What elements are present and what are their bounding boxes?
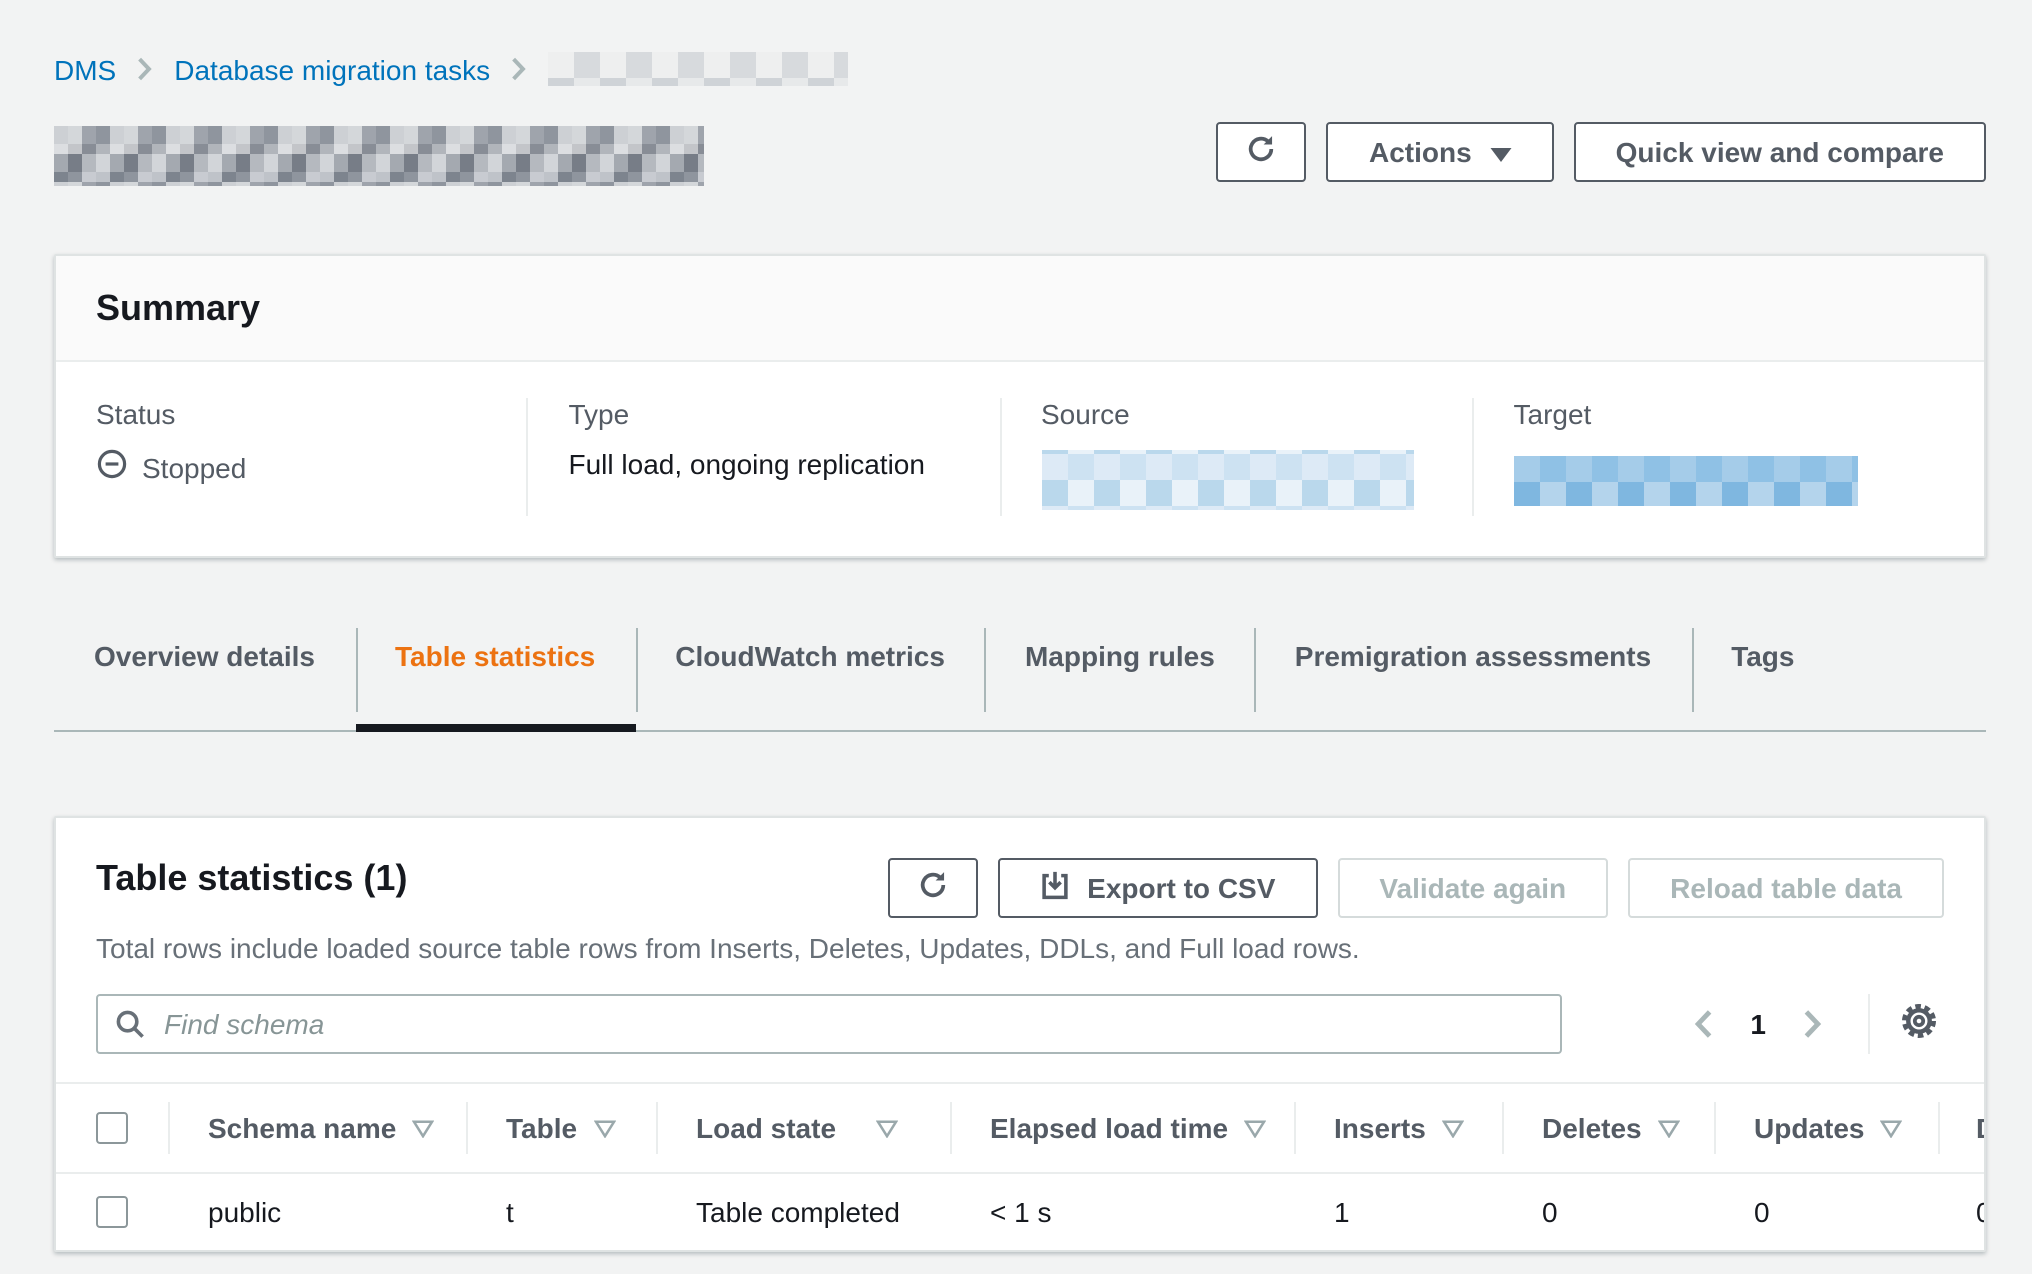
select-all-checkbox[interactable] bbox=[96, 1112, 128, 1144]
sort-icon bbox=[876, 1119, 898, 1137]
tab-bar: Overview details Table statistics CloudW… bbox=[54, 622, 1986, 732]
source-label: Source bbox=[1041, 398, 1130, 430]
column-header-deletes[interactable]: Deletes bbox=[1502, 1084, 1714, 1172]
column-header-table[interactable]: Table bbox=[466, 1084, 656, 1172]
download-icon bbox=[1039, 870, 1069, 906]
tab-tags[interactable]: Tags bbox=[1691, 622, 1834, 730]
target-label: Target bbox=[1513, 398, 1592, 430]
cell-elapsed-load-time: < 1 s bbox=[990, 1196, 1052, 1228]
status-label: Status bbox=[96, 398, 176, 430]
breadcrumb-current-redacted bbox=[548, 52, 849, 86]
validate-again-button[interactable]: Validate again bbox=[1337, 858, 1609, 918]
sort-icon bbox=[1244, 1119, 1267, 1137]
pagination-divider bbox=[1868, 994, 1870, 1054]
summary-title: Summary bbox=[96, 288, 261, 328]
column-header-schema-name[interactable]: Schema name bbox=[168, 1084, 466, 1172]
cell-ddls: 0 bbox=[1938, 1174, 1984, 1250]
column-header-elapsed-load-time[interactable]: Elapsed load time bbox=[950, 1084, 1294, 1172]
search-input[interactable] bbox=[96, 994, 1562, 1054]
summary-field-source: Source bbox=[999, 398, 1472, 516]
column-header-ddls[interactable]: DDLs bbox=[1938, 1084, 1984, 1172]
table-row: public t Table completed < 1 s 1 0 0 0 bbox=[56, 1174, 1984, 1250]
tab-mapping-rules[interactable]: Mapping rules bbox=[984, 622, 1255, 730]
current-page-number: 1 bbox=[1750, 1008, 1766, 1040]
reload-table-data-button[interactable]: Reload table data bbox=[1628, 858, 1944, 918]
source-endpoint-link-redacted[interactable] bbox=[1041, 450, 1413, 510]
summary-field-target: Target bbox=[1471, 398, 1945, 516]
refresh-button[interactable] bbox=[1216, 122, 1307, 182]
type-value: Full load, ongoing replication bbox=[568, 448, 925, 480]
table-header-row: Schema name Table Load state Elapsed loa… bbox=[56, 1082, 1984, 1174]
summary-panel-header: Summary bbox=[56, 256, 1984, 362]
column-header-updates[interactable]: Updates bbox=[1714, 1084, 1938, 1172]
sort-icon bbox=[1880, 1119, 1903, 1137]
search-icon bbox=[114, 1008, 146, 1046]
cell-updates: 0 bbox=[1754, 1196, 1770, 1228]
column-header-load-state[interactable]: Load state bbox=[656, 1084, 950, 1172]
breadcrumb-link-dms[interactable]: DMS bbox=[54, 53, 117, 85]
pagination: 1 bbox=[1680, 994, 1944, 1054]
previous-page-button[interactable] bbox=[1680, 1004, 1726, 1044]
summary-panel: Summary Status Stopped Type Full load, o… bbox=[54, 254, 1986, 558]
sort-icon bbox=[1657, 1119, 1680, 1137]
refresh-icon bbox=[917, 870, 947, 906]
breadcrumb: DMS Database migration tasks bbox=[54, 0, 1986, 86]
caret-down-icon bbox=[1490, 136, 1512, 168]
tab-table-statistics[interactable]: Table statistics bbox=[355, 622, 636, 732]
table-statistics-description: Total rows include loaded source table r… bbox=[96, 932, 1360, 964]
cell-inserts: 1 bbox=[1334, 1196, 1350, 1228]
breadcrumb-separator-icon bbox=[136, 56, 154, 82]
table-statistics-panel: Table statistics (1) Export to CSV bbox=[54, 816, 1986, 1252]
cell-load-state: Table completed bbox=[696, 1196, 900, 1228]
breadcrumb-separator-icon bbox=[510, 56, 528, 82]
tab-overview-details[interactable]: Overview details bbox=[94, 640, 316, 672]
table-refresh-button[interactable] bbox=[887, 858, 978, 918]
cell-table: t bbox=[506, 1196, 514, 1228]
cell-schema-name: public bbox=[208, 1196, 282, 1228]
refresh-icon bbox=[1247, 134, 1277, 170]
row-checkbox[interactable] bbox=[96, 1196, 128, 1228]
column-header-inserts[interactable]: Inserts bbox=[1294, 1084, 1502, 1172]
status-value: Stopped bbox=[96, 448, 495, 486]
sort-icon bbox=[1441, 1119, 1464, 1137]
summary-field-type: Type Full load, ongoing replication bbox=[526, 398, 1000, 516]
target-endpoint-link-redacted[interactable] bbox=[1513, 456, 1858, 506]
type-label: Type bbox=[568, 398, 630, 430]
sort-icon bbox=[412, 1119, 435, 1137]
sort-icon bbox=[593, 1119, 616, 1137]
actions-menu-button[interactable]: Actions bbox=[1326, 122, 1554, 182]
table-statistics-table: Schema name Table Load state Elapsed loa… bbox=[56, 1082, 1984, 1250]
summary-field-status: Status Stopped bbox=[96, 398, 527, 516]
quick-view-compare-button[interactable]: Quick view and compare bbox=[1573, 122, 1986, 182]
tab-premigration-assessments[interactable]: Premigration assessments bbox=[1254, 622, 1691, 730]
table-statistics-title: Table statistics (1) bbox=[96, 858, 408, 898]
next-page-button[interactable] bbox=[1790, 1004, 1836, 1044]
preferences-gear-button[interactable] bbox=[1894, 996, 1944, 1052]
cell-deletes: 0 bbox=[1542, 1196, 1558, 1228]
breadcrumb-link-tasks[interactable]: Database migration tasks bbox=[174, 53, 491, 85]
schema-search bbox=[96, 994, 1562, 1054]
stopped-status-icon bbox=[96, 448, 128, 486]
export-to-csv-button[interactable]: Export to CSV bbox=[997, 858, 1318, 918]
gear-icon bbox=[1898, 1000, 1940, 1048]
page-title-redacted bbox=[54, 126, 704, 186]
page-header: Actions Quick view and compare bbox=[54, 122, 1986, 186]
tab-cloudwatch-metrics[interactable]: CloudWatch metrics bbox=[635, 622, 985, 730]
